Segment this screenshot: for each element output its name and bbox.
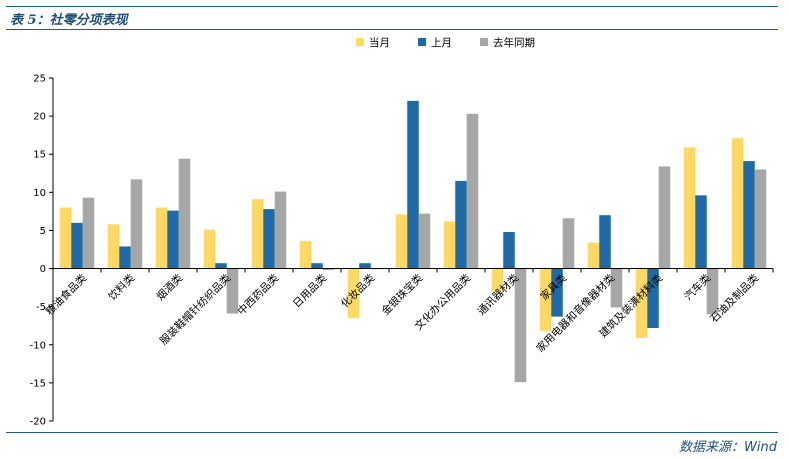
legend-swatch [418, 38, 426, 46]
y-tick-label: -20 [30, 417, 46, 428]
bar-1-8 [395, 214, 408, 269]
bar-2-11 [551, 268, 563, 317]
bar-1-9 [443, 221, 456, 269]
category-label: 中西药品类 [235, 271, 282, 318]
footer-divider [6, 432, 778, 433]
bar-1-12 [587, 242, 600, 269]
chart-title: 表 5：社零分项表现 [10, 13, 128, 28]
legend-swatch [356, 38, 364, 46]
bar-3-2 [130, 179, 143, 269]
bar-1-2 [107, 224, 120, 269]
bar-3-1 [82, 197, 95, 269]
bar-2-7 [359, 263, 371, 269]
bar-1-3 [155, 207, 168, 269]
bar-1-13 [635, 268, 648, 338]
bar-2-14 [695, 195, 707, 269]
category-label: 金银珠宝类 [379, 271, 426, 318]
bar-1-11 [539, 268, 552, 332]
bar-1-6 [299, 241, 312, 269]
category-label: 粮油食品类 [43, 271, 90, 318]
y-tick-label: 25 [33, 74, 46, 85]
bar-1-4 [203, 229, 216, 269]
bar-2-13 [647, 268, 659, 329]
bar-1-10 [491, 268, 504, 292]
bar-1-14 [683, 147, 696, 269]
y-tick-label: -5 [36, 302, 46, 313]
bar-3-6 [322, 268, 335, 271]
bar-3-3 [178, 158, 191, 269]
bar-3-8 [418, 213, 431, 269]
category-label: 烟酒类 [154, 271, 186, 303]
y-tick-label: 5 [40, 226, 46, 237]
bar-2-3 [167, 210, 179, 269]
legend-label: 上月 [431, 37, 452, 49]
bar-2-10 [503, 231, 515, 269]
y-tick-label: -10 [30, 340, 46, 351]
bar-2-5 [263, 209, 275, 269]
category-label: 日用品类 [290, 271, 329, 310]
bar-2-2 [119, 246, 131, 269]
bar-2-15 [743, 161, 755, 269]
bar-3-5 [274, 191, 287, 269]
y-tick-label: 10 [33, 188, 46, 199]
bar-1-15 [731, 138, 744, 269]
bar-2-6 [311, 263, 323, 269]
bar-2-12 [599, 215, 611, 269]
bar-3-11 [562, 218, 575, 269]
legend-label: 去年同期 [493, 36, 535, 49]
bar-3-10 [514, 268, 527, 383]
bar-1-7 [347, 268, 360, 319]
category-label: 饮料类 [106, 271, 138, 303]
legend-swatch [480, 38, 488, 46]
bar-2-9 [455, 180, 467, 269]
source-note: 数据来源：Wind [679, 440, 777, 455]
bar-2-1 [71, 222, 83, 269]
bar-2-4 [215, 263, 227, 269]
y-tick-label: 20 [33, 112, 46, 123]
bar-3-15 [754, 169, 767, 269]
y-tick-label: -15 [30, 378, 46, 389]
bar-3-14 [706, 268, 719, 315]
bar-3-4 [226, 268, 239, 314]
bar-3-12 [610, 268, 623, 308]
bar-3-13 [658, 166, 671, 269]
bar-1-1 [59, 207, 72, 269]
y-tick-label: 0 [40, 264, 46, 275]
y-tick-label: 15 [33, 150, 46, 161]
legend-label: 当月 [369, 36, 390, 49]
bar-2-8 [407, 100, 419, 269]
bar-1-5 [251, 199, 264, 269]
title-bar: 表 5：社零分项表现 [6, 6, 778, 30]
bar-3-9 [466, 113, 479, 269]
